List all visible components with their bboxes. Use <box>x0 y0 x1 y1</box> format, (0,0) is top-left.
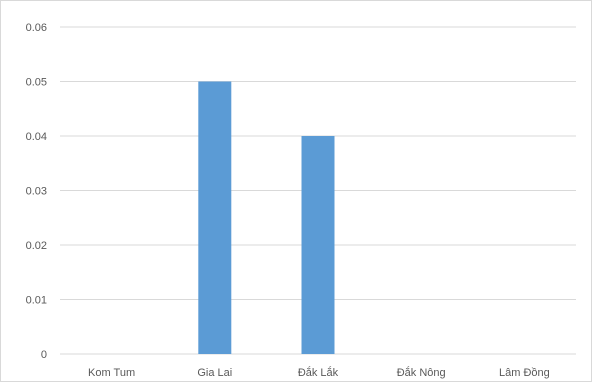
x-category-label: Gia Lai <box>197 367 232 379</box>
x-category-label: Kom Tum <box>88 367 135 379</box>
y-tick-label: 0.01 <box>26 295 47 307</box>
y-axis-ticks: 0 0.01 0.02 0.03 0.04 0.05 0.06 <box>26 22 47 361</box>
y-tick-label: 0.06 <box>26 22 47 34</box>
y-tick-label: 0.03 <box>26 186 47 198</box>
x-category-label: Đắk Nông <box>397 366 446 379</box>
x-category-label: Lâm Đồng <box>499 367 550 379</box>
x-axis-ticks: Kom Tum Gia Lai Đắk Lắk Đắk Nông Lâm Đồng <box>88 366 550 379</box>
x-category-label: Đắk Lắk <box>298 366 339 379</box>
bar-2 <box>301 136 335 354</box>
bars <box>198 81 335 354</box>
bar-1 <box>198 81 232 354</box>
y-tick-label: 0.02 <box>26 240 47 252</box>
y-tick-label: 0.04 <box>26 131 47 143</box>
y-tick-label: 0 <box>41 349 47 361</box>
y-tick-label: 0.05 <box>26 77 47 89</box>
